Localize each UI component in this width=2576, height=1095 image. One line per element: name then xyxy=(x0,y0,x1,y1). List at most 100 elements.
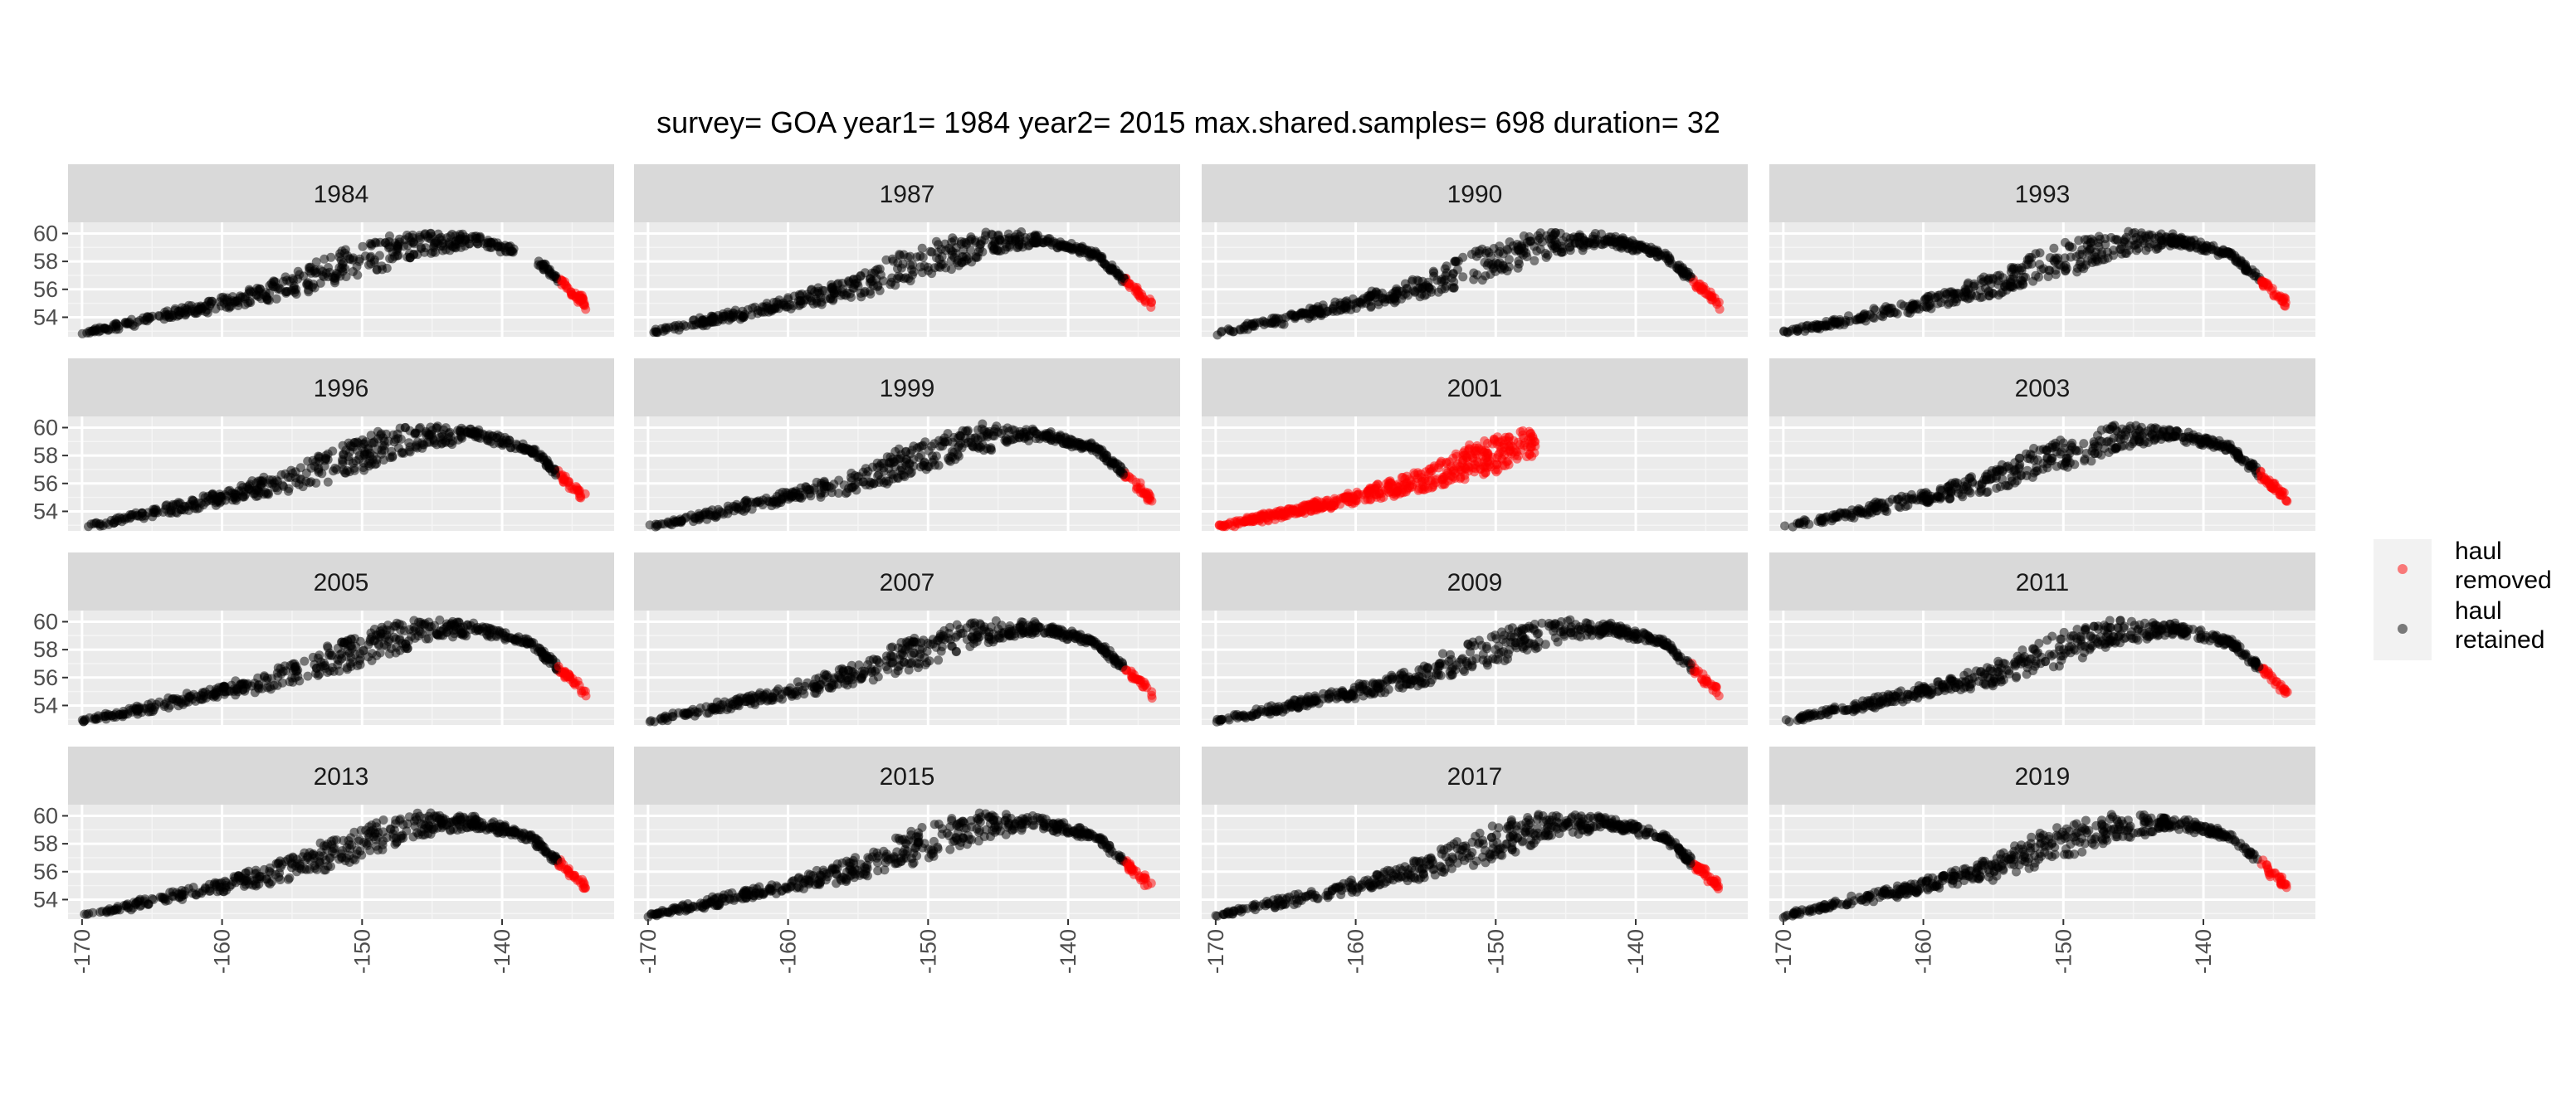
point-haul-retained xyxy=(188,304,197,314)
point-haul-retained xyxy=(366,251,376,261)
point-haul-retained xyxy=(305,262,315,272)
point-haul-retained xyxy=(1619,238,1629,248)
point-haul-retained xyxy=(291,661,301,671)
point-haul-retained xyxy=(126,510,136,520)
point-haul-retained xyxy=(715,507,725,517)
point-haul-removed xyxy=(1518,426,1528,436)
point-haul-retained xyxy=(1666,256,1675,265)
point-haul-retained xyxy=(1963,479,1973,489)
point-haul-removed xyxy=(1398,480,1408,490)
point-haul-retained xyxy=(1987,469,1997,479)
point-haul-removed xyxy=(558,275,568,285)
point-haul-retained xyxy=(149,504,159,514)
point-haul-retained xyxy=(1984,287,1993,297)
point-haul-retained xyxy=(363,459,373,468)
point-haul-retained xyxy=(1993,290,2003,300)
point-haul-retained xyxy=(1933,290,1943,300)
point-haul-retained xyxy=(876,270,886,280)
point-haul-removed xyxy=(1137,290,1146,299)
facet-strip-label: 2007 xyxy=(880,569,935,596)
point-haul-retained xyxy=(2035,248,2045,258)
point-haul-retained xyxy=(431,238,441,248)
point-haul-retained xyxy=(2064,241,2074,251)
point-haul-retained xyxy=(295,474,305,484)
point-haul-retained xyxy=(1905,304,1915,314)
point-haul-removed xyxy=(1364,489,1373,498)
point-haul-retained xyxy=(314,453,324,463)
point-haul-retained xyxy=(394,619,404,629)
point-haul-retained xyxy=(348,267,358,276)
point-haul-retained xyxy=(377,622,387,632)
y-tick-label: 60 xyxy=(33,415,58,440)
point-haul-retained xyxy=(1869,304,1879,314)
point-haul-retained xyxy=(1998,465,2008,475)
point-haul-retained xyxy=(1458,272,1468,282)
point-haul-retained xyxy=(1242,319,1252,328)
point-haul-retained xyxy=(946,265,956,275)
point-haul-retained xyxy=(339,465,349,475)
point-haul-retained xyxy=(265,682,275,692)
point-haul-retained xyxy=(376,431,385,440)
point-haul-retained xyxy=(1918,302,1928,312)
point-haul-retained xyxy=(103,325,113,335)
point-haul-retained xyxy=(776,494,786,504)
point-haul-retained xyxy=(851,278,861,288)
point-haul-retained xyxy=(2077,262,2086,272)
point-haul-retained xyxy=(812,298,822,308)
point-haul-retained xyxy=(205,301,215,311)
point-haul-retained xyxy=(1535,233,1544,243)
point-haul-retained xyxy=(895,273,905,282)
point-haul-retained xyxy=(837,279,847,288)
point-haul-retained xyxy=(740,496,750,506)
facet-panel-2007: 2007 xyxy=(634,552,1180,727)
point-haul-removed xyxy=(2272,484,2282,494)
point-haul-retained xyxy=(387,446,397,456)
point-haul-retained xyxy=(917,243,927,253)
point-haul-retained xyxy=(1603,235,1612,244)
point-haul-retained xyxy=(1550,228,1560,238)
point-haul-retained xyxy=(954,440,964,450)
point-haul-retained xyxy=(1385,291,1395,301)
point-haul-retained xyxy=(2035,260,2045,270)
point-haul-retained xyxy=(2197,437,2207,447)
point-haul-retained xyxy=(349,253,359,263)
point-haul-removed xyxy=(1485,460,1495,470)
point-haul-retained xyxy=(469,430,479,440)
point-haul-retained xyxy=(2016,275,2026,285)
point-haul-retained xyxy=(827,284,837,294)
point-haul-retained xyxy=(1116,462,1126,472)
point-haul-retained xyxy=(946,451,956,461)
point-haul-retained xyxy=(1852,506,1862,515)
point-haul-retained xyxy=(1061,433,1070,443)
point-haul-retained xyxy=(300,656,310,666)
point-haul-retained xyxy=(1504,262,1514,272)
point-haul-retained xyxy=(2119,236,2129,246)
point-haul-retained xyxy=(244,484,254,494)
point-haul-retained xyxy=(480,431,490,440)
point-haul-retained xyxy=(323,477,333,487)
point-haul-retained xyxy=(414,424,424,434)
point-haul-retained xyxy=(1797,322,1807,332)
point-haul-retained xyxy=(2247,462,2257,472)
point-haul-retained xyxy=(2088,236,2098,246)
point-haul-retained xyxy=(445,427,455,437)
point-haul-retained xyxy=(1000,436,1010,445)
point-haul-retained xyxy=(1944,481,1954,491)
point-haul-retained xyxy=(384,231,394,241)
scatter-points xyxy=(1779,226,2291,338)
point-haul-retained xyxy=(886,277,896,287)
scatter-points xyxy=(77,228,591,338)
y-tick-label: 60 xyxy=(33,609,58,634)
point-haul-retained xyxy=(95,521,105,531)
point-haul-retained xyxy=(1896,299,1906,309)
point-haul-retained xyxy=(747,504,757,514)
point-haul-retained xyxy=(444,625,454,635)
point-haul-retained xyxy=(338,440,348,450)
point-haul-retained xyxy=(1842,509,1852,519)
facet-strip xyxy=(68,358,614,416)
point-haul-retained xyxy=(77,328,87,338)
point-haul-retained xyxy=(651,522,661,532)
point-haul-retained xyxy=(207,489,217,499)
point-haul-retained xyxy=(1992,484,2002,493)
